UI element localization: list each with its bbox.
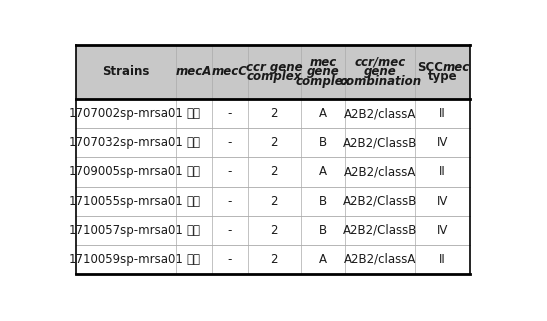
Text: II: II [439,253,446,266]
Text: 2: 2 [270,166,278,178]
Text: 1710059sp-mrsa01: 1710059sp-mrsa01 [68,253,183,266]
Text: mec: mec [309,56,336,69]
Bar [76,45,470,99]
Text: 검출: 검출 [187,195,201,208]
Text: gene: gene [306,65,339,78]
Text: 1710057sp-mrsa01: 1710057sp-mrsa01 [68,224,183,237]
Text: II: II [439,107,446,120]
Text: 2: 2 [270,107,278,120]
Text: 검출: 검출 [187,253,201,266]
Text: -: - [228,224,232,237]
Text: type: type [428,70,457,83]
Text: A: A [319,253,327,266]
Text: -: - [228,107,232,120]
Text: -: - [228,166,232,178]
Text: gene: gene [364,65,397,78]
Text: ccr gene: ccr gene [246,61,302,74]
Text: A2B2/ClassB: A2B2/ClassB [343,195,417,208]
Text: A2B2/ClassB: A2B2/ClassB [343,136,417,149]
Text: Strains: Strains [102,65,149,78]
Text: complex: complex [295,75,351,88]
Text: ccr/mec: ccr/mec [354,56,406,69]
Text: A2B2/classA: A2B2/classA [344,107,416,120]
Text: mec: mec [443,61,470,74]
Text: 검출: 검출 [187,224,201,237]
Text: A2B2/classA: A2B2/classA [344,166,416,178]
Text: B: B [319,195,327,208]
Text: mecC: mecC [212,65,248,78]
Text: 검출: 검출 [187,166,201,178]
Text: 2: 2 [270,195,278,208]
Text: II: II [439,166,446,178]
Text: 1707002sp-mrsa01: 1707002sp-mrsa01 [68,107,183,120]
Text: B: B [319,224,327,237]
Text: IV: IV [437,195,449,208]
Text: 2: 2 [270,224,278,237]
Text: 1709005sp-mrsa01: 1709005sp-mrsa01 [68,166,183,178]
Text: 2: 2 [270,136,278,149]
Text: -: - [228,195,232,208]
Text: 1707032sp-mrsa01: 1707032sp-mrsa01 [68,136,183,149]
Text: A2B2/ClassB: A2B2/ClassB [343,224,417,237]
Text: mecA: mecA [176,65,212,78]
Text: B: B [319,136,327,149]
Text: -: - [228,253,232,266]
Text: 검출: 검출 [187,107,201,120]
Text: 1710055sp-mrsa01: 1710055sp-mrsa01 [68,195,183,208]
Text: 검출: 검출 [187,136,201,149]
Text: A2B2/classA: A2B2/classA [344,253,416,266]
Text: 2: 2 [270,253,278,266]
Text: SCC: SCC [417,61,443,74]
Text: IV: IV [437,224,449,237]
Text: complex: complex [247,70,302,83]
Text: A: A [319,107,327,120]
Text: -: - [228,136,232,149]
Text: combination: combination [339,75,421,88]
Text: IV: IV [437,136,449,149]
Text: A: A [319,166,327,178]
